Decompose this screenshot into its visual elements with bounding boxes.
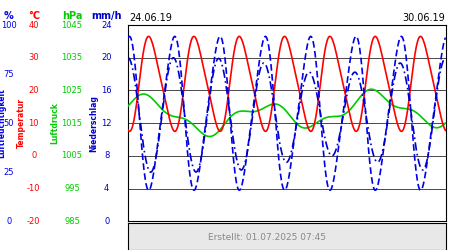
Text: 8: 8 [104, 151, 109, 160]
Text: 30.06.19: 30.06.19 [402, 13, 445, 23]
Text: 1035: 1035 [62, 53, 82, 62]
Text: 40: 40 [28, 20, 39, 30]
Text: 1005: 1005 [62, 151, 82, 160]
Text: 0: 0 [31, 151, 36, 160]
Text: Erstellt: 01.07.2025 07:45: Erstellt: 01.07.2025 07:45 [207, 233, 325, 242]
Text: Niederschlag: Niederschlag [89, 95, 98, 152]
Text: 30: 30 [28, 53, 39, 62]
Text: 1045: 1045 [62, 20, 82, 30]
Text: %: % [4, 11, 14, 21]
Text: 995: 995 [64, 184, 80, 193]
Text: hPa: hPa [62, 11, 82, 21]
Text: 1025: 1025 [62, 86, 82, 95]
Text: 0: 0 [104, 217, 109, 226]
Text: 20: 20 [28, 86, 39, 95]
Text: 12: 12 [101, 119, 112, 128]
Text: 100: 100 [1, 20, 17, 30]
Text: 20: 20 [101, 53, 112, 62]
Text: 0: 0 [6, 217, 12, 226]
Text: 75: 75 [4, 70, 14, 78]
Text: 25: 25 [4, 168, 14, 177]
Text: -10: -10 [27, 184, 40, 193]
Text: 50: 50 [4, 119, 14, 128]
Text: 985: 985 [64, 217, 80, 226]
Text: 24: 24 [101, 20, 112, 30]
Text: Temperatur: Temperatur [17, 98, 26, 148]
Text: 16: 16 [101, 86, 112, 95]
Text: Luftfeuchtigkeit: Luftfeuchtigkeit [0, 88, 6, 158]
Text: Luftdruck: Luftdruck [50, 102, 59, 144]
Text: °C: °C [28, 11, 40, 21]
Text: 4: 4 [104, 184, 109, 193]
Text: 24.06.19: 24.06.19 [129, 13, 172, 23]
Text: mm/h: mm/h [91, 11, 122, 21]
Text: -20: -20 [27, 217, 40, 226]
Text: 10: 10 [28, 119, 39, 128]
Text: 1015: 1015 [62, 119, 82, 128]
